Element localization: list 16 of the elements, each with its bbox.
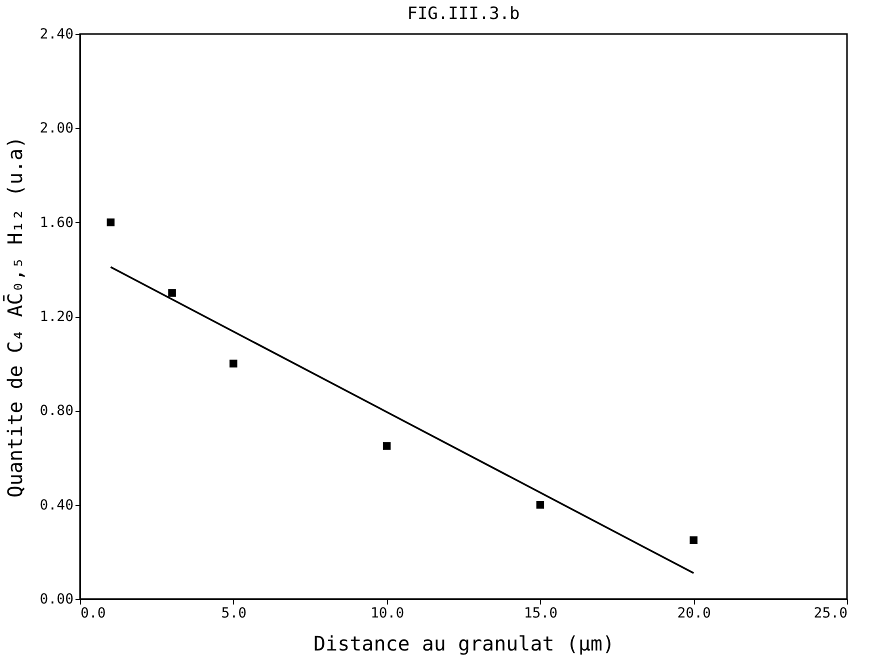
x-tick-label: 20.0 — [677, 606, 711, 622]
y-axis-title: Quantite de C₄ AC̄₀,₅ H₁₂ (u.a) — [2, 136, 27, 498]
x-tick-label: 15.0 — [524, 606, 558, 622]
x-tick-label: 0.0 — [80, 606, 106, 622]
y-tick-label: 0.80 — [40, 403, 74, 420]
y-tick-label: 2.00 — [40, 120, 74, 137]
y-tick-label: 2.40 — [40, 26, 74, 42]
x-tick-label: 5.0 — [221, 606, 247, 622]
y-tick-label: 0.00 — [40, 592, 74, 608]
x-axis-title: Distance au granulat (µm) — [313, 632, 615, 656]
x-tick-label: 25.0 — [814, 606, 848, 622]
x-tick-label: 10.0 — [370, 606, 404, 622]
y-tick-label: 1.60 — [40, 214, 74, 231]
y-tick-label: 0.40 — [40, 497, 74, 514]
y-tick-label: 1.20 — [40, 309, 74, 325]
chart-title: FIG.III.3.b — [407, 4, 520, 24]
